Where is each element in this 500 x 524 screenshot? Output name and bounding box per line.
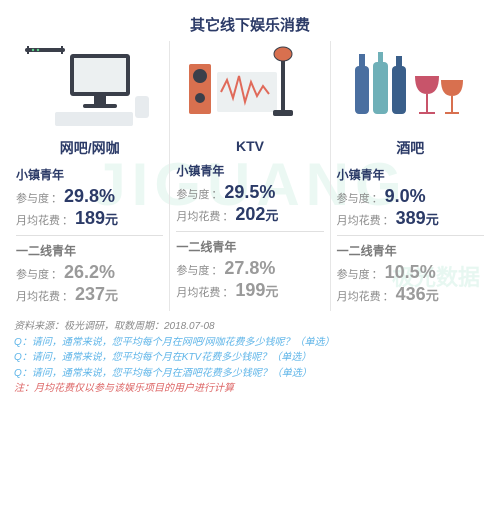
netbar-big-amt: 237 <box>75 284 105 305</box>
netbar-small: 小镇青年 参与度：29.8% 月均花费：189元 <box>16 166 163 229</box>
col-ktv: KTV 小镇青年 参与度：29.5% 月均花费：202元 一二线青年 参与度：2… <box>170 41 330 311</box>
footer-q1: Q：请问，通常来说，您平均每个月在网吧/网咖花费多少钱呢？（单选） <box>14 335 486 351</box>
page-title: 其它线下娱乐消费 <box>0 0 500 41</box>
bar-icon <box>337 41 484 136</box>
col-bar: 酒吧 小镇青年 参与度：9.0% 月均花费：389元 一二线青年 参与度：10.… <box>331 41 490 311</box>
footer: 资料来源：极光调研，取数周期：2018.07-08 Q：请问，通常来说，您平均每… <box>0 311 500 397</box>
footer-source: 资料来源：极光调研，取数周期：2018.07-08 <box>14 319 486 335</box>
spend-label: 月均花费 <box>16 212 60 228</box>
footer-note: 注：月均花费仅以参与该娱乐项目的用户进行计算 <box>14 381 486 397</box>
ktv-small-pct: 29.5% <box>224 182 275 203</box>
divider <box>16 235 163 236</box>
cat-label-netbar: 网吧/网咖 <box>16 138 163 158</box>
footer-q2: Q：请问，通常来说，您平均每个月在KTV花费多少钱呢？（单选） <box>14 350 486 366</box>
netbar-small-pct: 29.8% <box>64 186 115 207</box>
ktv-small-amt: 202 <box>235 204 265 225</box>
netbar-big: 一二线青年 参与度：26.2% 月均花费：237元 <box>16 242 163 305</box>
bar-big: 一二线青年 参与度：10.5% 月均花费：436元 <box>337 242 484 305</box>
bar-big-amt: 436 <box>396 284 426 305</box>
bar-big-pct: 10.5% <box>385 262 436 283</box>
ktv-big-amt: 199 <box>235 280 265 301</box>
bar-small: 小镇青年 参与度：9.0% 月均花费：389元 <box>337 166 484 229</box>
netbar-small-amt: 189 <box>75 208 105 229</box>
footer-q3: Q：请问，通常来说，您平均每个月在酒吧花费多少钱呢？（单选） <box>14 366 486 382</box>
netbar-icon <box>16 41 163 136</box>
ktv-small: 小镇青年 参与度：29.5% 月均花费：202元 <box>176 162 323 225</box>
cat-label-bar: 酒吧 <box>337 138 484 158</box>
category-columns: 网吧/网咖 小镇青年 参与度：29.8% 月均花费：189元 一二线青年 参与度… <box>0 41 500 311</box>
tier-label: 小镇青年 <box>16 166 163 183</box>
col-netbar: 网吧/网咖 小镇青年 参与度：29.8% 月均花费：189元 一二线青年 参与度… <box>10 41 170 311</box>
ktv-big: 一二线青年 参与度：27.8% 月均花费：199元 <box>176 238 323 301</box>
cat-label-ktv: KTV <box>176 138 323 154</box>
ktv-big-pct: 27.8% <box>224 258 275 279</box>
tier-label: 一二线青年 <box>16 242 163 259</box>
participation-label: 参与度 <box>16 190 49 206</box>
netbar-big-pct: 26.2% <box>64 262 115 283</box>
ktv-icon <box>176 41 323 136</box>
bar-small-amt: 389 <box>396 208 426 229</box>
bar-small-pct: 9.0% <box>385 186 426 207</box>
